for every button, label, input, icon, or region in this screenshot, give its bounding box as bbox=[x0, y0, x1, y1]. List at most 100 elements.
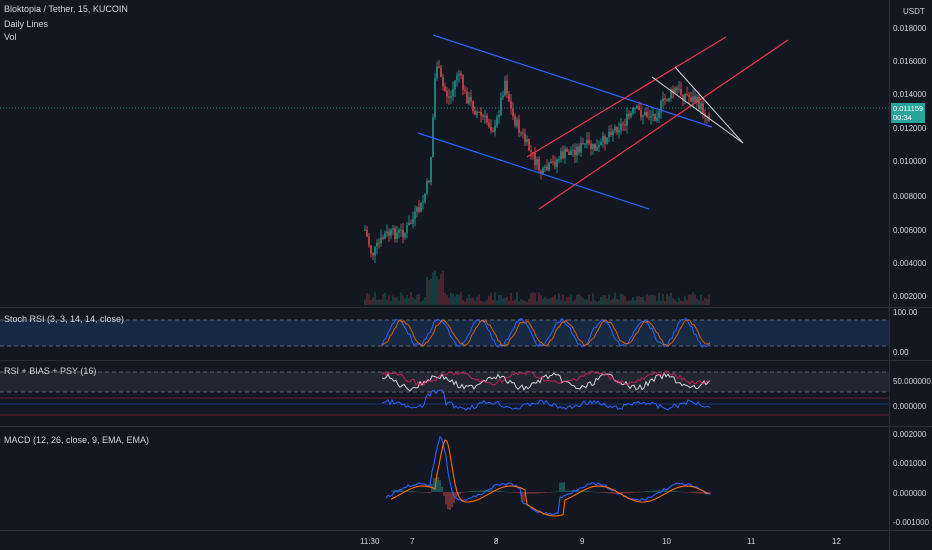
volume-bar bbox=[692, 292, 694, 305]
volume-bar bbox=[446, 295, 448, 305]
candle-body bbox=[692, 96, 694, 102]
candle-body bbox=[660, 101, 662, 113]
candle-body bbox=[674, 87, 676, 93]
macd-histogram-bar bbox=[421, 492, 423, 493]
price-tick[interactable]: 0.008000 bbox=[893, 192, 927, 201]
volume-bar bbox=[576, 295, 578, 305]
pane-separator-1[interactable] bbox=[0, 307, 932, 308]
candle-body bbox=[650, 115, 652, 118]
candle-body bbox=[622, 123, 624, 125]
candle-body bbox=[628, 113, 630, 117]
indicator-daily-lines[interactable]: Daily Lines bbox=[4, 19, 49, 29]
volume-bar bbox=[582, 297, 584, 305]
macd-histogram-bar bbox=[631, 492, 633, 493]
candle-body bbox=[688, 95, 690, 98]
volume-bar bbox=[646, 294, 648, 305]
macd-tick[interactable]: -0.001000 bbox=[893, 518, 930, 527]
macd-histogram-bar bbox=[701, 492, 703, 494]
volume-bar bbox=[644, 300, 646, 305]
time-tick[interactable]: 8 bbox=[494, 537, 499, 546]
macd-histogram-bar bbox=[659, 490, 661, 492]
volume-bar bbox=[678, 297, 680, 305]
candle-body bbox=[392, 228, 394, 230]
stoch-tick[interactable]: 0.00 bbox=[893, 348, 909, 357]
time-tick[interactable]: 9 bbox=[580, 537, 585, 546]
time-tick[interactable]: 7 bbox=[410, 537, 415, 546]
volume-bar bbox=[628, 300, 630, 305]
stoch-rsi-label[interactable]: Stoch RSI (3, 3, 14, 14, close) bbox=[4, 314, 125, 324]
candle-body bbox=[568, 151, 570, 156]
macd-histogram-bar bbox=[569, 490, 571, 492]
macd-histogram-bar bbox=[589, 491, 591, 492]
macd-histogram-bar bbox=[535, 492, 537, 494]
macd-histogram-bar bbox=[681, 491, 683, 493]
bar-countdown: 00:34 bbox=[893, 113, 912, 122]
macd-histogram-bar bbox=[409, 490, 411, 492]
price-tick[interactable]: 0.004000 bbox=[893, 259, 927, 268]
time-tick[interactable]: 12 bbox=[832, 537, 841, 546]
macd-histogram-bar bbox=[515, 492, 517, 493]
macd-histogram-bar bbox=[511, 492, 513, 493]
volume-bar bbox=[456, 294, 458, 305]
time-tick[interactable]: 11 bbox=[747, 537, 756, 546]
candle-body bbox=[514, 116, 516, 126]
macd-histogram-bar bbox=[679, 491, 681, 492]
volume-bar bbox=[380, 299, 382, 305]
macd-tick[interactable]: 0.002000 bbox=[893, 430, 927, 439]
candle-body bbox=[560, 151, 562, 160]
volume-bar bbox=[374, 292, 376, 305]
macd-histogram-bar bbox=[507, 491, 509, 493]
last-price-value: 0.011159 bbox=[893, 104, 924, 113]
macd-histogram-bar bbox=[579, 490, 581, 492]
macd-histogram-bar bbox=[595, 491, 597, 493]
candle-body bbox=[400, 229, 402, 231]
macd-tick[interactable]: 0.000000 bbox=[893, 489, 927, 498]
last-price-tag[interactable]: 0.011159 00:34 bbox=[891, 103, 926, 123]
rsi-tick[interactable]: 50.000000 bbox=[893, 377, 931, 386]
red-channel-upper bbox=[526, 36, 727, 158]
time-tick[interactable]: 10 bbox=[662, 537, 671, 546]
symbol-title[interactable]: Bloktopia / Tether, 15, KUCOIN bbox=[4, 4, 128, 14]
price-tick[interactable]: 0.012000 bbox=[893, 124, 927, 133]
volume-bar bbox=[700, 294, 702, 305]
currency-label[interactable]: USDT bbox=[903, 7, 925, 16]
price-tick[interactable]: 0.018000 bbox=[893, 24, 927, 33]
candle-body bbox=[388, 231, 390, 236]
price-tick[interactable]: 0.014000 bbox=[893, 90, 927, 99]
price-tick[interactable]: 0.006000 bbox=[893, 226, 927, 235]
volume-bar bbox=[686, 300, 688, 305]
volume-bar bbox=[664, 301, 666, 305]
price-tick[interactable]: 0.002000 bbox=[893, 292, 927, 301]
volume-bar bbox=[622, 294, 624, 305]
volume-bar bbox=[574, 299, 576, 305]
price-tick[interactable]: 0.016000 bbox=[893, 57, 927, 66]
candle-body bbox=[428, 181, 430, 183]
candle-body bbox=[618, 130, 620, 133]
stoch-tick[interactable]: 100.00 bbox=[893, 308, 918, 317]
candle-body bbox=[484, 115, 486, 117]
time-tick[interactable]: 11:30 bbox=[360, 537, 380, 546]
macd-label[interactable]: MACD (12, 26, close, 9, EMA, EMA) bbox=[4, 435, 150, 445]
volume-bar bbox=[396, 297, 398, 305]
rsi-tick[interactable]: 0.000000 bbox=[893, 402, 927, 411]
volume-bar bbox=[366, 293, 368, 305]
volume-bar bbox=[676, 301, 678, 305]
indicator-vol[interactable]: Vol bbox=[4, 32, 17, 42]
volume-bar bbox=[496, 300, 498, 305]
volume-bar bbox=[412, 297, 414, 305]
rsi-label[interactable]: RSI + BIAS + PSY (16) bbox=[4, 366, 97, 376]
volume-bar bbox=[370, 299, 372, 305]
macd-histogram-bar bbox=[587, 491, 589, 492]
macd-histogram-bar bbox=[447, 492, 449, 510]
pane-separator-2[interactable] bbox=[0, 360, 932, 361]
macd-histogram-bar bbox=[657, 490, 659, 492]
macd-histogram-bar bbox=[537, 492, 539, 494]
volume-bar bbox=[518, 301, 520, 305]
price-tick[interactable]: 0.010000 bbox=[893, 157, 927, 166]
volume-bar bbox=[400, 292, 402, 305]
candle-body bbox=[476, 111, 478, 115]
candle-body bbox=[580, 143, 582, 153]
pane-separator-3[interactable] bbox=[0, 426, 932, 427]
macd-tick[interactable]: 0.001000 bbox=[893, 459, 927, 468]
